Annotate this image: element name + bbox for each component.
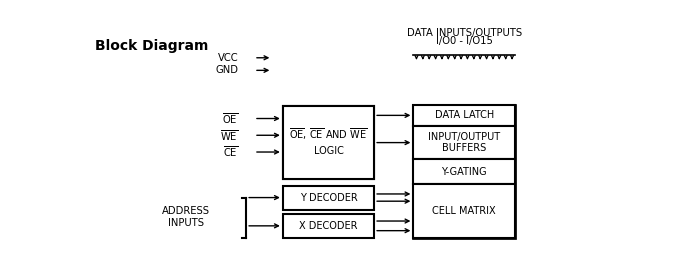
- Text: INPUT/OUTPUT
BUFFERS: INPUT/OUTPUT BUFFERS: [428, 132, 500, 153]
- Bar: [413, 184, 515, 238]
- Text: DATA LATCH: DATA LATCH: [435, 110, 494, 120]
- Text: ADDRESS
INPUTS: ADDRESS INPUTS: [162, 206, 210, 228]
- Text: Y DECODER: Y DECODER: [299, 193, 357, 203]
- Bar: [413, 126, 515, 159]
- Text: OE, CE AND WE
LOGIC: OE, CE AND WE LOGIC: [290, 132, 367, 153]
- Bar: [283, 186, 374, 210]
- Text: Block Diagram: Block Diagram: [94, 39, 208, 53]
- Text: Y-GATING: Y-GATING: [441, 167, 487, 177]
- Text: I/O0 - I/O15: I/O0 - I/O15: [436, 36, 493, 46]
- Bar: [413, 105, 515, 126]
- Text: VCC: VCC: [218, 53, 239, 63]
- Text: X DECODER: X DECODER: [299, 221, 358, 231]
- Bar: [283, 106, 374, 179]
- Text: $\overline{\mathrm{WE}}$: $\overline{\mathrm{WE}}$: [220, 128, 239, 143]
- Text: $\overline{\mathrm{CE}}$: $\overline{\mathrm{CE}}$: [223, 145, 239, 159]
- Text: $\overline{\mathrm{OE}}$, $\overline{\mathrm{CE}}$ AND $\overline{\mathrm{WE}}$: $\overline{\mathrm{OE}}$, $\overline{\ma…: [289, 126, 367, 142]
- Bar: [283, 214, 374, 238]
- Bar: [413, 105, 515, 238]
- Text: DATA INPUTS/OUTPUTS: DATA INPUTS/OUTPUTS: [407, 28, 522, 38]
- Text: GND: GND: [216, 65, 239, 75]
- Text: $\overline{\mathrm{OE}}$: $\overline{\mathrm{OE}}$: [222, 111, 239, 126]
- Text: CELL MATRIX: CELL MATRIX: [433, 206, 496, 216]
- Bar: [283, 106, 374, 179]
- Text: LOGIC: LOGIC: [313, 146, 343, 156]
- Bar: [413, 159, 515, 184]
